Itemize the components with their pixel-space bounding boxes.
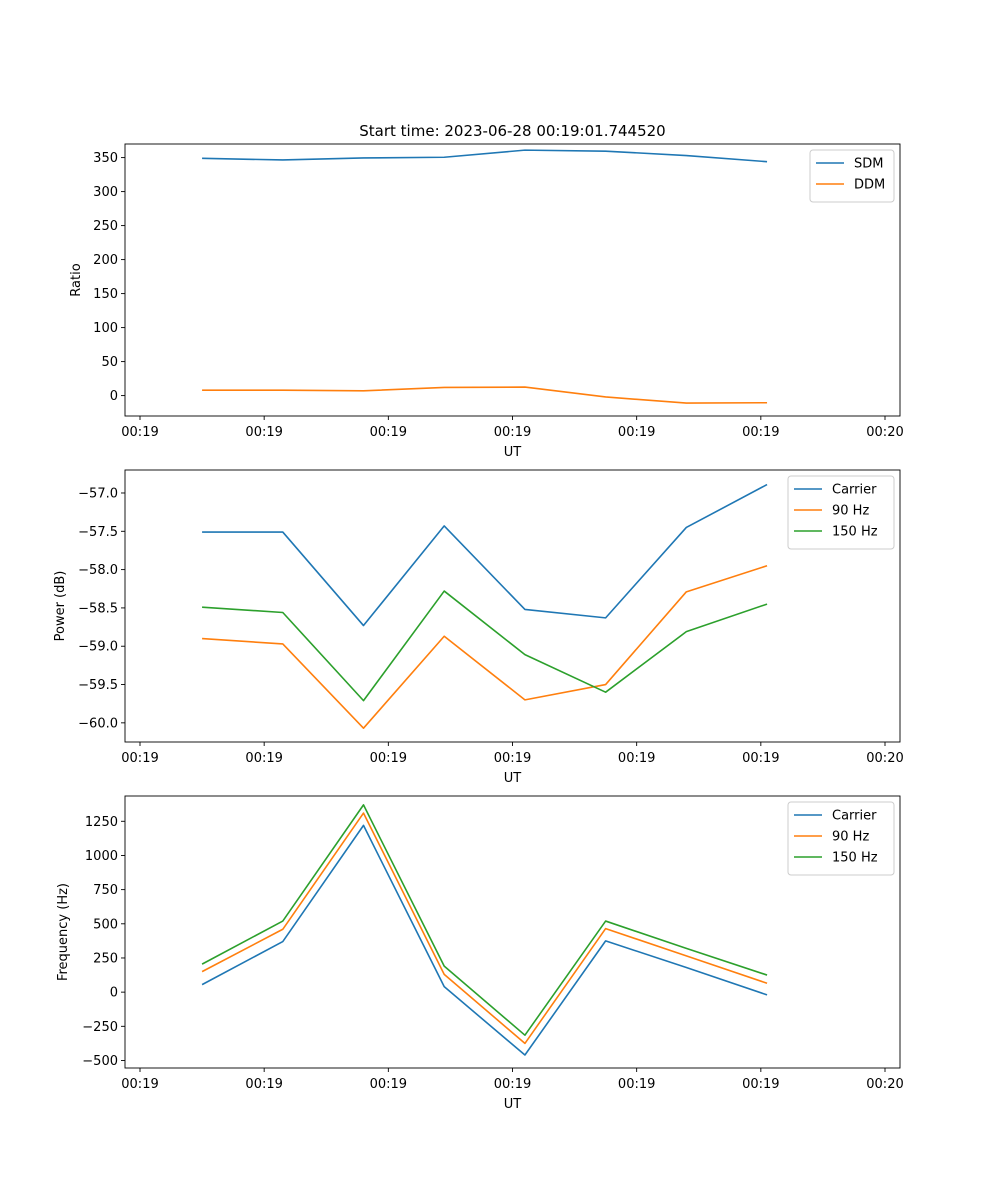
y-tick-label: 250 xyxy=(93,219,118,234)
y-tick-label: 500 xyxy=(93,917,118,932)
y-tick-label: 750 xyxy=(93,883,118,898)
legend: SDM DDM xyxy=(809,149,895,203)
x-tick-label: 00:19 xyxy=(245,1077,282,1092)
x-tick-label: 00:19 xyxy=(494,751,531,766)
y-tick-label: 0 xyxy=(110,389,118,404)
subplot-3: 00:19 00:19 00:19 00:19 00:19 00:19 00:20 −500 −… xyxy=(56,795,904,1112)
y-tick-label: 1000 xyxy=(85,849,118,864)
x-axis-label: UT xyxy=(504,445,522,460)
y-axis-label: Power (dB) xyxy=(53,571,68,642)
legend-label: Carrier xyxy=(832,809,877,824)
x-tick-label: 00:19 xyxy=(121,1077,158,1092)
y-tick-label: 50 xyxy=(101,355,118,370)
legend-label: 90 Hz xyxy=(832,830,869,845)
x-tick-label: 00:20 xyxy=(866,1077,903,1092)
legend-label: Carrier xyxy=(832,483,877,498)
y-tick-label: −59.5 xyxy=(78,678,118,693)
y-tick-label: 300 xyxy=(93,185,118,200)
y-tick-label: 200 xyxy=(93,253,118,268)
legend: Carrier 90 Hz 150 Hz xyxy=(787,475,895,550)
y-tick-label: −59.0 xyxy=(78,640,118,655)
legend: Carrier 90 Hz 150 Hz xyxy=(787,801,895,876)
series-line-150-hz xyxy=(202,590,768,702)
x-axis-label: UT xyxy=(504,1097,522,1112)
legend-label: SDM xyxy=(854,157,883,172)
series-line-sdm xyxy=(202,149,768,163)
legend-label: DDM xyxy=(854,178,885,193)
x-tick-label: 00:19 xyxy=(370,1077,407,1092)
subplot-2: 00:19 00:19 00:19 00:19 00:19 00:19 00:20 −60.0… xyxy=(53,469,904,786)
y-tick-label: −57.5 xyxy=(78,525,118,540)
x-tick-label: 00:19 xyxy=(618,425,655,440)
series-line-90-hz xyxy=(201,812,768,1045)
x-tick-label: 00:20 xyxy=(866,751,903,766)
chart-title: Start time: 2023-06-28 00:19:01.744520 xyxy=(359,122,665,140)
legend-label: 150 Hz xyxy=(832,525,878,540)
y-tick-label: 150 xyxy=(93,287,118,302)
series-line-90-hz xyxy=(202,565,768,730)
y-tick-label: −57.0 xyxy=(78,486,118,501)
x-tick-label: 00:20 xyxy=(866,425,903,440)
x-tick-label: 00:19 xyxy=(245,425,282,440)
series-line-carrier xyxy=(201,824,768,1056)
series-line-150-hz xyxy=(201,804,768,1036)
legend-label: 90 Hz xyxy=(832,504,869,519)
x-axis-label: UT xyxy=(504,771,522,786)
x-tick-label: 00:19 xyxy=(618,1077,655,1092)
x-tick-label: 00:19 xyxy=(121,425,158,440)
legend-label: 150 Hz xyxy=(832,851,878,866)
x-tick-label: 00:19 xyxy=(370,751,407,766)
y-tick-label: 1250 xyxy=(85,815,118,830)
y-tick-label: −250 xyxy=(82,1020,118,1035)
y-tick-label: −58.0 xyxy=(78,563,118,578)
y-axis-label: Ratio xyxy=(69,263,84,296)
x-tick-label: 00:19 xyxy=(494,1077,531,1092)
x-tick-label: 00:19 xyxy=(245,751,282,766)
x-tick-label: 00:19 xyxy=(494,425,531,440)
y-tick-label: 0 xyxy=(110,986,118,1001)
y-axis-label: Frequency (Hz) xyxy=(56,883,71,981)
subplots: 00:19 00:19 00:19 00:19 00:19 00:19 00:20 0 50 10… xyxy=(53,143,904,1112)
series-line-ddm xyxy=(202,386,768,404)
y-tick-label: 100 xyxy=(93,321,118,336)
y-tick-label: 250 xyxy=(93,951,118,966)
x-tick-label: 00:19 xyxy=(618,751,655,766)
y-tick-label: 350 xyxy=(93,151,118,166)
x-tick-label: 00:19 xyxy=(121,751,158,766)
y-tick-label: −58.5 xyxy=(78,601,118,616)
x-tick-label: 00:19 xyxy=(742,425,779,440)
y-tick-label: −500 xyxy=(82,1054,118,1069)
subplot-1: 00:19 00:19 00:19 00:19 00:19 00:19 00:20 0 50 10… xyxy=(69,143,904,460)
x-tick-label: 00:19 xyxy=(742,1077,779,1092)
y-tick-label: −60.0 xyxy=(78,716,118,731)
x-tick-label: 00:19 xyxy=(370,425,407,440)
x-tick-label: 00:19 xyxy=(742,751,779,766)
series-line-carrier xyxy=(202,483,768,627)
